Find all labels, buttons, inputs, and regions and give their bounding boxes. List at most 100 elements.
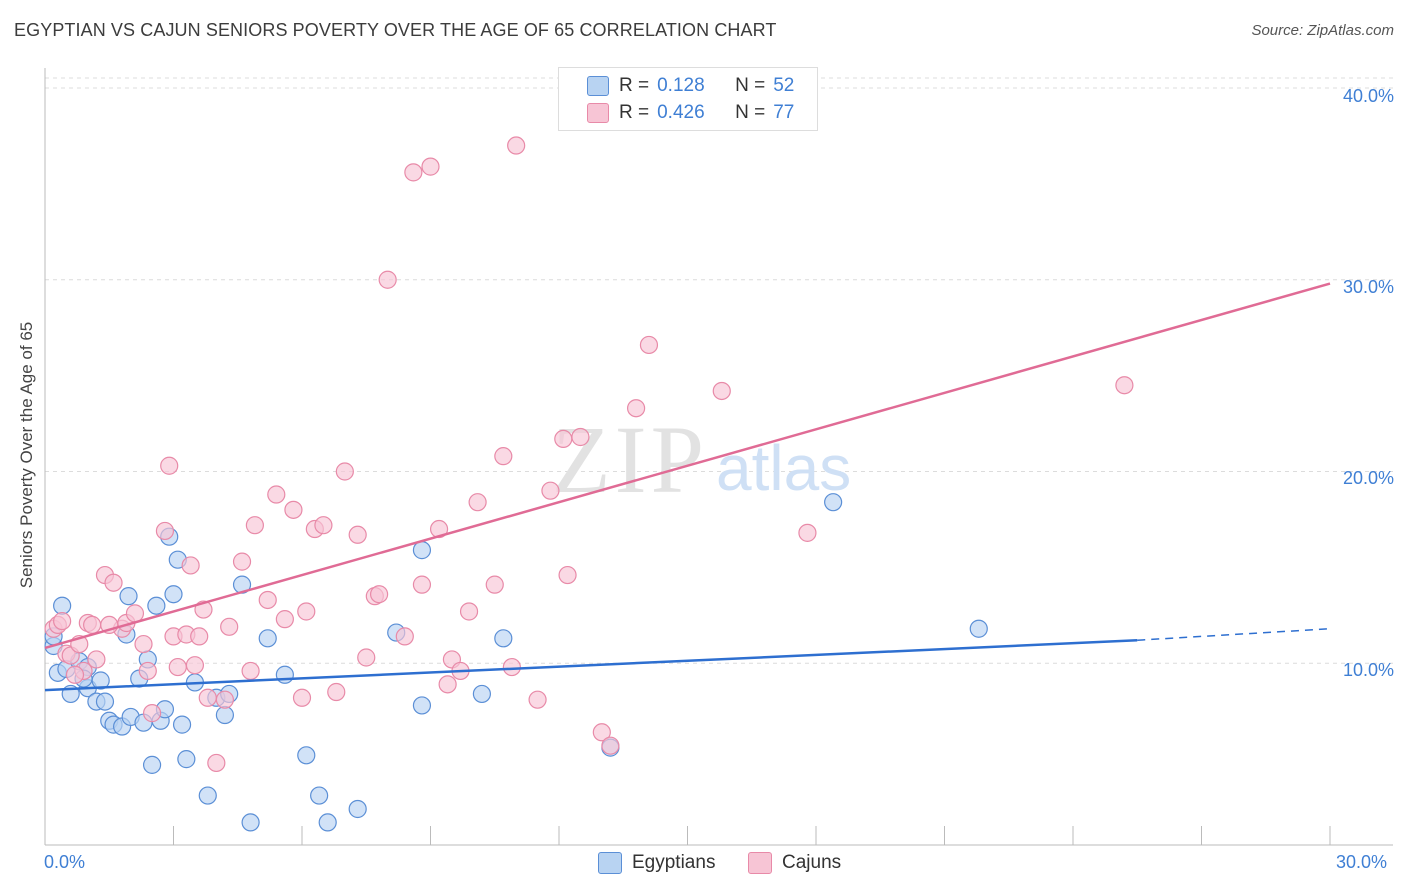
- data-point: [215, 705, 234, 725]
- data-point: [232, 552, 252, 571]
- data-point: [258, 629, 277, 648]
- data-point: [468, 493, 487, 512]
- watermark-zip: ZIP: [552, 406, 708, 513]
- data-point: [125, 604, 145, 623]
- n-value: 52: [773, 75, 795, 96]
- x-tick-label: 0.0%: [44, 852, 86, 872]
- data-point: [147, 596, 166, 615]
- r-value: 0.426: [657, 102, 705, 123]
- data-point: [155, 521, 175, 541]
- data-point: [292, 688, 312, 707]
- data-point: [245, 516, 264, 535]
- data-point: [571, 427, 590, 447]
- chart-title: EGYPTIAN VS CAJUN SENIORS POVERTY OVER T…: [14, 20, 777, 40]
- data-point: [429, 519, 449, 539]
- n-label: N =: [735, 102, 766, 123]
- data-point: [177, 750, 196, 769]
- data-point: [541, 481, 560, 500]
- data-point: [314, 516, 333, 535]
- data-point: [601, 736, 620, 755]
- data-point: [1115, 376, 1134, 395]
- data-point: [258, 590, 277, 610]
- legend-label: Cajuns: [782, 852, 842, 873]
- trend-line-cajuns: [44, 282, 1331, 650]
- egyptians-legend-swatch: [598, 852, 622, 874]
- data-point: [494, 447, 513, 466]
- r-label: R =: [619, 102, 650, 123]
- watermark-atlas: atlas: [716, 432, 851, 504]
- data-point: [104, 573, 123, 592]
- data-point: [528, 690, 547, 709]
- data-point: [215, 690, 234, 709]
- data-point: [119, 587, 138, 606]
- data-point: [138, 661, 157, 681]
- data-point: [472, 684, 491, 704]
- data-point: [370, 585, 389, 604]
- data-point: [198, 786, 217, 805]
- data-point: [220, 617, 239, 636]
- data-point: [558, 565, 577, 585]
- data-point: [824, 493, 843, 512]
- source-label: Source: ZipAtlas.com: [1251, 22, 1394, 39]
- cajuns-legend-swatch: [748, 852, 772, 874]
- trend-line-egyptians-extension: [1137, 627, 1331, 641]
- data-point: [348, 525, 367, 544]
- data-point: [53, 596, 72, 615]
- legend-label: Egyptians: [632, 852, 716, 873]
- data-point: [404, 163, 423, 182]
- legend-item-egyptians[interactable]: Egyptians: [598, 852, 715, 874]
- data-point: [87, 650, 106, 669]
- data-point: [275, 610, 294, 629]
- data-point: [412, 541, 432, 560]
- data-point: [142, 755, 162, 774]
- cajuns-swatch: [587, 103, 609, 123]
- data-point: [185, 656, 205, 675]
- data-point: [241, 813, 260, 832]
- data-point: [438, 675, 457, 694]
- data-point: [357, 648, 376, 667]
- data-point: [412, 575, 432, 594]
- data-point: [164, 585, 183, 604]
- n-value: 77: [773, 102, 795, 123]
- data-point: [65, 665, 85, 684]
- data-point: [284, 500, 303, 519]
- stats-box: R = 0.128 N = 52 R = 0.426 N = 77: [558, 67, 818, 131]
- data-point: [335, 462, 354, 481]
- data-point: [626, 399, 646, 418]
- y-axis-label: Seniors Poverty Over the Age of 65: [17, 321, 36, 589]
- trend-lines: [44, 282, 1331, 692]
- data-point: [639, 335, 659, 355]
- data-point: [485, 575, 504, 594]
- data-point: [297, 602, 316, 621]
- data-point: [190, 627, 209, 646]
- data-point: [241, 661, 260, 681]
- data-point: [412, 696, 432, 715]
- stats-row-egyptians: R = 0.128 N = 52: [587, 73, 794, 99]
- data-point: [297, 746, 316, 765]
- data-point: [348, 799, 367, 819]
- grid-lines: [45, 77, 1393, 664]
- data-point: [95, 692, 115, 711]
- data-point: [798, 523, 817, 542]
- data-point: [207, 753, 226, 773]
- axes: [44, 68, 1393, 846]
- data-point: [172, 715, 192, 734]
- trend-line-egyptians: [44, 638, 1138, 692]
- data-point: [502, 657, 521, 677]
- legend-item-cajuns[interactable]: Cajuns: [748, 852, 841, 874]
- data-point: [507, 136, 526, 155]
- data-point: [142, 704, 162, 723]
- data-point: [181, 556, 200, 575]
- stats-row-cajuns: R = 0.426 N = 77: [587, 100, 794, 126]
- data-point: [378, 270, 397, 289]
- data-point: [160, 456, 179, 475]
- data-point: [168, 657, 187, 677]
- data-point: [327, 682, 346, 702]
- n-label: N =: [735, 75, 766, 96]
- data-point: [969, 619, 988, 638]
- data-point: [459, 602, 479, 621]
- data-point: [494, 629, 513, 648]
- x-tick-label: 30.0%: [1336, 852, 1388, 872]
- data-point: [592, 723, 611, 742]
